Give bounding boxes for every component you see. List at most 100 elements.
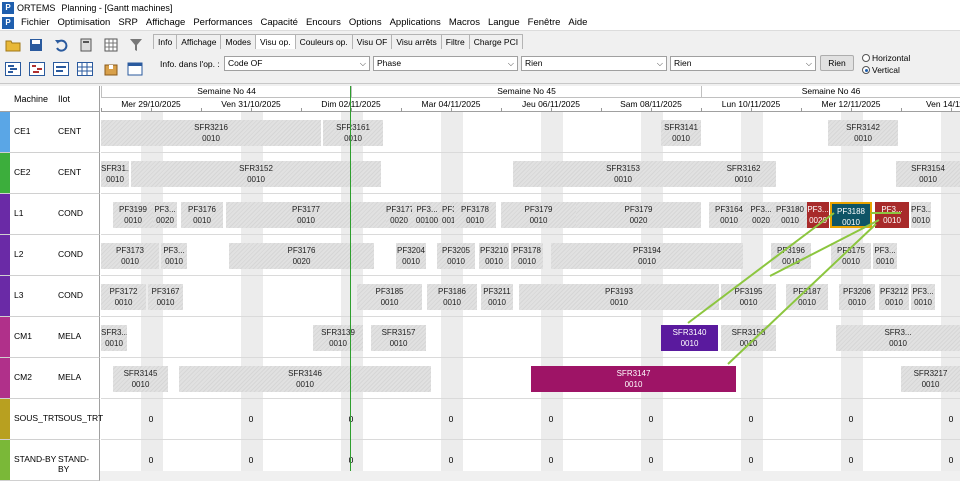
operation-bar[interactable]: SFR3... 0010 [836,325,960,351]
table-row[interactable]: SOUS_TRT SOUS_TRT [0,399,103,440]
tab-visu-of[interactable]: Visu OF [351,34,393,49]
operation-bar[interactable]: SFR31... 0010 [101,161,129,187]
open-folder-icon[interactable] [4,36,22,54]
operation-bar[interactable]: SFR3153 0010 [513,161,733,187]
operation-bar[interactable]: SFR3152 0010 [131,161,381,187]
tab-couleurs-op[interactable]: Couleurs op. [294,34,353,49]
operation-bar[interactable]: SFR3157 0010 [371,325,426,351]
operation-bar[interactable]: SFR3141 0010 [661,120,701,146]
menu-options[interactable]: Options [348,17,382,28]
menu-performances[interactable]: Performances [193,17,253,28]
operation-bar[interactable]: PF3186 0010 [427,284,477,310]
operation-bar[interactable]: PF3193 0010 [519,284,719,310]
calculator-icon[interactable] [77,36,95,54]
gantt-view-icon[interactable] [4,60,22,78]
operation-bar[interactable]: SFR3161 0010 [323,120,383,146]
operation-bar[interactable]: PF3178 0010 [511,243,543,269]
tab-filtre[interactable]: Filtre [440,34,470,49]
table-row[interactable]: L2 COND [0,235,100,276]
operation-bar[interactable]: PF3172 0010 [101,284,146,310]
operation-bar[interactable]: PF3173 0010 [101,243,159,269]
operation-bar[interactable]: PF3178 0010 [454,202,496,228]
tab-visu-op[interactable]: Visu op. [255,34,296,49]
table-icon[interactable] [102,36,120,54]
operation-bar[interactable]: PF3... 0010 [911,284,935,310]
table-row[interactable]: CE2 CENT [0,153,100,194]
menu-optimisation[interactable]: Optimisation [57,17,111,28]
table-row[interactable]: STAND-BY STAND-BY [0,440,100,481]
operation-bar[interactable]: PF3195 0010 [721,284,776,310]
operation-bar[interactable]: PF3199 0010 [113,202,153,228]
operation-bar[interactable]: PF3211 0010 [481,284,513,310]
menu-affichage[interactable]: Affichage [145,17,186,28]
menu-aide[interactable]: Aide [568,17,588,28]
undo-icon[interactable] [52,36,70,54]
calendar-icon[interactable] [126,60,144,78]
save-icon[interactable] [27,36,45,54]
operation-bar[interactable]: PF3176 0020 [229,243,374,269]
operation-bar[interactable]: PF3188 0010 [830,202,872,228]
operation-bar[interactable]: PF3177 0010 [226,202,386,228]
operation-bar[interactable]: SFR3162 0010 [711,161,776,187]
operation-bar[interactable]: PF3... 0010 [911,202,931,228]
operation-bar[interactable]: PF3164 0010 [709,202,749,228]
operation-bar[interactable]: PF3185 0010 [357,284,422,310]
package-icon[interactable] [102,60,120,78]
operation-bar[interactable]: PF3... 0020 [749,202,773,228]
document-icon[interactable]: P [2,16,14,29]
operation-bar[interactable]: PF3204 0010 [396,243,426,269]
table-row[interactable]: CM2 MELA [0,358,100,399]
operation-bar[interactable]: SFR3139 0010 [313,325,363,351]
operation-bar[interactable]: PF3212 0010 [879,284,909,310]
table-row[interactable]: CE1 CENT [0,112,100,153]
table-row[interactable]: L1 COND [0,194,100,235]
operation-bar[interactable]: SFR3... 0010 [101,325,127,351]
menu-langue[interactable]: Langue [487,17,520,28]
info-combo-1[interactable]: Code OF ⌵ [224,56,370,71]
operation-bar[interactable]: PF3176 0010 [181,202,223,228]
operation-bar[interactable]: PF3... 0010 [161,243,187,269]
menu-srp[interactable]: SRP [118,17,138,28]
operation-bar[interactable]: PF3167 0010 [148,284,183,310]
operation-bar[interactable]: PF3... 0020 [153,202,177,228]
operation-bar[interactable]: PF3210 0010 [479,243,509,269]
operation-bar[interactable]: PF3... 0010 [873,243,897,269]
operation-bar[interactable]: SFR3145 0010 [113,366,168,392]
planning-table-icon[interactable] [76,60,94,78]
rien-button[interactable]: Rien [820,55,854,71]
operation-bar[interactable]: PF3179 0020 [576,202,701,228]
operation-bar[interactable]: PF3206 0010 [839,284,875,310]
operation-bar[interactable]: SFR3147 0010 [531,366,736,392]
table-row[interactable]: L3 COND [0,276,100,317]
ilot-column-header[interactable]: Ilot [58,94,71,104]
filter-icon[interactable] [127,36,145,54]
radio-vertical[interactable]: Vertical [862,65,900,75]
operation-bar[interactable]: SFR3216 0010 [101,120,321,146]
operation-bar[interactable]: SFR3142 0010 [828,120,898,146]
operation-bar[interactable]: PF3... 00100 [412,202,442,228]
operation-bar[interactable]: SFR3146 0010 [179,366,431,392]
info-combo-2[interactable]: Phase ⌵ [373,56,518,71]
operation-bar[interactable]: PF3179 0010 [501,202,576,228]
radio-horizontal[interactable]: Horizontal [862,53,910,63]
tab-modes[interactable]: Modes [220,34,256,49]
machine-column-header[interactable]: Machine [14,94,49,104]
menu-capacite[interactable]: Capacité [260,17,298,28]
tab-visu-arrets[interactable]: Visu arrêts [391,34,442,49]
grid-view-icon[interactable] [28,60,46,78]
tab-charge-pci[interactable]: Charge PCI [468,34,524,49]
resource-view-icon[interactable] [52,60,70,78]
menu-encours[interactable]: Encours [305,17,341,28]
operation-bar[interactable]: PF3194 0010 [551,243,743,269]
table-row[interactable]: CM1 MELA [0,317,100,358]
info-combo-4[interactable]: Rien ⌵ [670,56,816,71]
operation-bar[interactable]: PF3... 0010 [875,202,909,228]
operation-bar[interactable]: PF3196 0010 [771,243,811,269]
operation-bar[interactable]: PF3177 0020 [386,202,412,228]
operation-bar[interactable]: PF3... 0010 [442,202,454,228]
menu-fenetre[interactable]: Fenêtre [527,17,561,28]
operation-bar[interactable]: SFR3140 0010 [661,325,718,351]
menu-applications[interactable]: Applications [389,17,441,28]
menu-macros[interactable]: Macros [448,17,480,28]
operation-bar[interactable]: SFR3217 0010 [901,366,960,392]
